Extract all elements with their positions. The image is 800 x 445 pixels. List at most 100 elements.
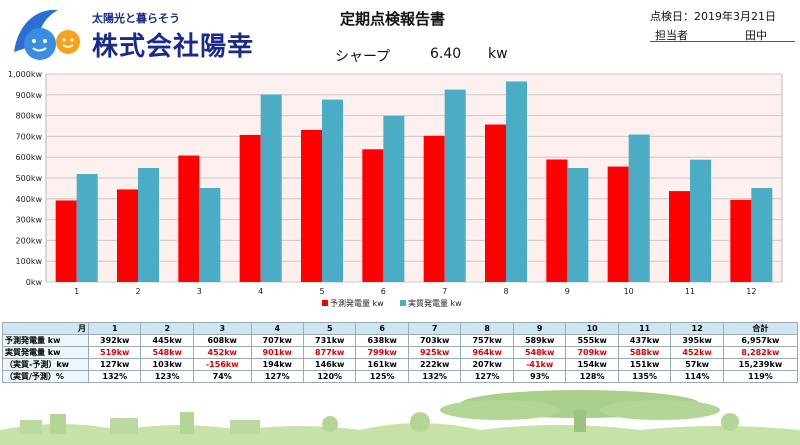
table-cell: 6 bbox=[355, 322, 409, 335]
y-tick-label: 500kw bbox=[16, 174, 43, 183]
staff-underline bbox=[650, 41, 795, 42]
bar-predicted bbox=[546, 159, 568, 282]
y-tick-label: 600kw bbox=[16, 153, 43, 162]
bar-actual bbox=[138, 168, 159, 282]
sun-mascot-icon bbox=[14, 9, 80, 60]
table-cell: 3 bbox=[192, 322, 252, 335]
table-cell: 103kw bbox=[140, 358, 194, 371]
bar-actual bbox=[506, 81, 527, 282]
y-tick-label: 1,000kw bbox=[8, 70, 43, 79]
bar-chart-svg: 0kw 100kw 200kw 300kw 400kw 500kw 600kw 700kw 80… bbox=[8, 70, 783, 308]
x-tick-label: 4 bbox=[258, 287, 263, 296]
bar-actual bbox=[76, 174, 98, 282]
row-label: （実質/予測）% bbox=[2, 370, 89, 383]
table-cell: 445kw bbox=[140, 334, 194, 347]
table-cell: 901kw bbox=[250, 346, 304, 359]
table-cell: 127% bbox=[250, 370, 304, 383]
company-logo: 太陽光と暮らそう 株式会社陽幸 bbox=[8, 4, 278, 64]
bar-actual bbox=[567, 168, 589, 282]
bar-predicted bbox=[362, 149, 384, 282]
row-label: 予測発電量 kw bbox=[2, 334, 89, 347]
table-cell: 588kw bbox=[617, 346, 672, 359]
staff-name: 田中 bbox=[745, 29, 767, 42]
y-tick-label: 100kw bbox=[16, 257, 43, 266]
bar-predicted bbox=[669, 191, 690, 282]
table-cell: 127% bbox=[460, 370, 514, 383]
bar-actual bbox=[444, 89, 466, 282]
table-cell: 519kw bbox=[87, 346, 142, 359]
panel-maker: シャープ bbox=[335, 49, 391, 65]
system-capacity: 6.40 bbox=[430, 46, 462, 62]
y-tick-label: 300kw bbox=[16, 216, 43, 225]
bar-actual bbox=[260, 94, 282, 282]
table-cell: 128% bbox=[565, 370, 619, 383]
table-cell: -156kw bbox=[192, 358, 252, 371]
bar-predicted bbox=[178, 155, 200, 282]
table-row: （実質/予測）% 132% 123% 74% 127% 120% 125% 132% 127% 9… bbox=[2, 370, 799, 383]
table-cell: 452kw bbox=[670, 346, 724, 359]
bar-predicted bbox=[730, 199, 752, 282]
y-tick-label: 0kw bbox=[26, 278, 43, 287]
table-cell: 127kw bbox=[87, 358, 142, 371]
inspection-date: 点検日：2019年3月21日 bbox=[650, 10, 776, 23]
table-cell: 8 bbox=[460, 322, 514, 335]
bar-predicted bbox=[239, 134, 261, 282]
y-tick-label: 900kw bbox=[16, 91, 43, 100]
table-cell: 15,239kw bbox=[722, 358, 799, 371]
bar-actual bbox=[690, 159, 711, 282]
row-label: 実質発電量 kw bbox=[2, 346, 89, 359]
table-cell: 709kw bbox=[565, 346, 619, 359]
table-cell: 123% bbox=[140, 370, 194, 383]
legend-swatch bbox=[322, 300, 328, 306]
bar-predicted bbox=[485, 124, 506, 282]
x-tick-label: 10 bbox=[624, 287, 634, 296]
table-cell: 151kw bbox=[617, 358, 672, 371]
legend-swatch bbox=[400, 300, 406, 306]
table-cell: 731kw bbox=[302, 334, 357, 347]
table-cell: 135% bbox=[617, 370, 672, 383]
row-label: （実質-予測）kw bbox=[2, 358, 89, 371]
table-cell: 114% bbox=[670, 370, 724, 383]
staff-label: 担当者 bbox=[655, 29, 688, 42]
table-cell: 132% bbox=[87, 370, 142, 383]
table-row: 月 1 2 3 4 5 6 7 8 9 10 11 12 合計 bbox=[2, 322, 799, 335]
table-row: （実質-予測）kw 127kw 103kw -156kw 194kw 146kw 161kw… bbox=[2, 358, 799, 371]
x-tick-label: 5 bbox=[319, 287, 324, 296]
y-tick-label: 200kw bbox=[16, 236, 43, 245]
table-cell: 154kw bbox=[565, 358, 619, 371]
table-cell: 207kw bbox=[460, 358, 514, 371]
table-row: 予測発電量 kw 392kw 445kw 608kw 707kw 731kw 638kw 70… bbox=[2, 334, 799, 347]
y-tick-label: 400kw bbox=[16, 195, 43, 204]
table-cell: 161kw bbox=[355, 358, 409, 371]
bar-predicted bbox=[55, 200, 77, 282]
table-cell: 548kw bbox=[512, 346, 567, 359]
x-tick-label: 3 bbox=[197, 287, 202, 296]
table-cell: 799kw bbox=[355, 346, 409, 359]
x-tick-label: 8 bbox=[503, 287, 508, 296]
legend-label: 予測発電量 kw bbox=[330, 298, 384, 308]
table-cell: 608kw bbox=[192, 334, 252, 347]
generation-chart: 0kw 100kw 200kw 300kw 400kw 500kw 600kw 700kw 80… bbox=[0, 68, 800, 313]
table-cell: 703kw bbox=[407, 334, 462, 347]
table-cell: 452kw bbox=[192, 346, 252, 359]
bar-actual bbox=[628, 134, 650, 282]
table-cell: 222kw bbox=[407, 358, 462, 371]
x-tick-label: 9 bbox=[565, 287, 570, 296]
table-cell: 964kw bbox=[460, 346, 514, 359]
bar-predicted bbox=[607, 166, 629, 282]
table-cell: 5 bbox=[302, 322, 357, 335]
capacity-unit: kw bbox=[488, 46, 508, 62]
x-tick-label: 12 bbox=[746, 287, 756, 296]
table-cell: 74% bbox=[192, 370, 252, 383]
company-tagline: 太陽光と暮らそう bbox=[92, 12, 180, 25]
generation-table: 月 1 2 3 4 5 6 7 8 9 10 11 12 合計 予測発電量 kw 392kw 445kw 608k… bbox=[2, 322, 799, 383]
table-cell: 57kw bbox=[670, 358, 724, 371]
table-cell: 146kw bbox=[302, 358, 357, 371]
table-cell: 119% bbox=[722, 370, 799, 383]
table-cell: 638kw bbox=[355, 334, 409, 347]
table-cell: 11 bbox=[617, 322, 672, 335]
page-title: 定期点検報告書 bbox=[340, 10, 446, 28]
table-cell: 395kw bbox=[670, 334, 724, 347]
x-tick-label: 7 bbox=[442, 287, 447, 296]
table-cell: 392kw bbox=[87, 334, 142, 347]
